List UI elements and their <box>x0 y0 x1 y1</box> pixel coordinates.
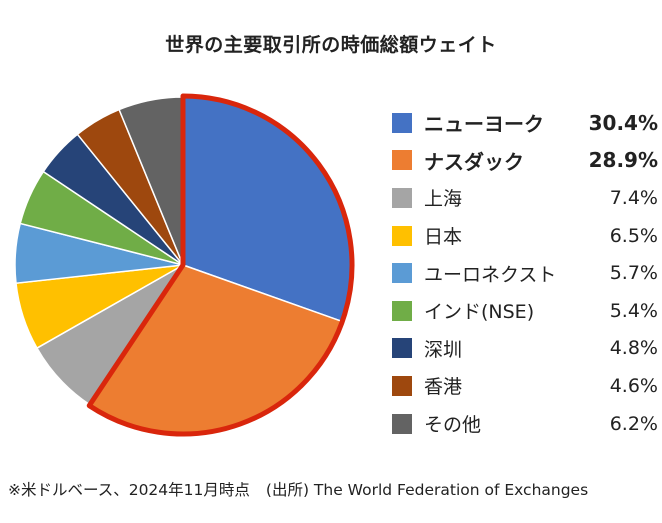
source-note: (出所) The World Federation of Exchanges <box>265 481 589 499</box>
legend-label: インド(NSE) <box>424 301 535 324</box>
legend-label: ナスダック <box>424 149 524 174</box>
legend-swatch <box>392 225 412 246</box>
legend: ニューヨーク 30.4% ナスダック 28.9% 上海 7.4% 日本 6.5% ユーロネクスト… <box>392 104 658 442</box>
legend-value: 6.2% <box>609 412 658 435</box>
legend-item: ナスダック 28.9% <box>392 142 658 180</box>
legend-swatch <box>392 263 412 284</box>
legend-value: 5.4% <box>609 299 658 322</box>
legend-item: インド(NSE) 5.4% <box>392 292 658 330</box>
legend-value: 30.4% <box>588 110 658 135</box>
legend-label: 日本 <box>424 226 463 249</box>
legend-value: 28.9% <box>588 148 658 173</box>
legend-swatch <box>392 300 412 321</box>
legend-value: 5.7% <box>609 262 658 285</box>
footer: ※米ドルベース、2024年11月時点 (出所) The World Federat… <box>8 478 588 500</box>
legend-item: 日本 6.5% <box>392 217 658 255</box>
legend-item: 香港 4.6% <box>392 367 658 405</box>
legend-value: 4.6% <box>609 374 658 397</box>
legend-item: ニューヨーク 30.4% <box>392 104 658 142</box>
legend-label: 香港 <box>424 376 463 399</box>
legend-label: ニューヨーク <box>424 112 544 137</box>
legend-label: その他 <box>424 414 482 437</box>
legend-value: 4.8% <box>609 337 658 360</box>
legend-item: ユーロネクスト 5.7% <box>392 254 658 292</box>
legend-value: 6.5% <box>609 224 658 247</box>
legend-value: 7.4% <box>609 186 658 209</box>
chart-title: 世界の主要取引所の時価総額ウェイト <box>165 34 497 56</box>
legend-label: 上海 <box>424 188 463 211</box>
legend-label: 深圳 <box>424 338 463 361</box>
legend-item: その他 6.2% <box>392 405 658 443</box>
legend-swatch <box>392 338 412 359</box>
footnote: ※米ドルベース、2024年11月時点 <box>8 481 250 499</box>
legend-swatch <box>392 187 412 208</box>
legend-swatch <box>392 150 412 171</box>
legend-item: 上海 7.4% <box>392 179 658 217</box>
legend-swatch <box>392 413 412 434</box>
highlight-outline <box>86 93 355 437</box>
legend-swatch <box>392 112 412 133</box>
legend-swatch <box>392 375 412 396</box>
legend-label: ユーロネクスト <box>424 263 557 286</box>
legend-item: 深圳 4.8% <box>392 330 658 368</box>
